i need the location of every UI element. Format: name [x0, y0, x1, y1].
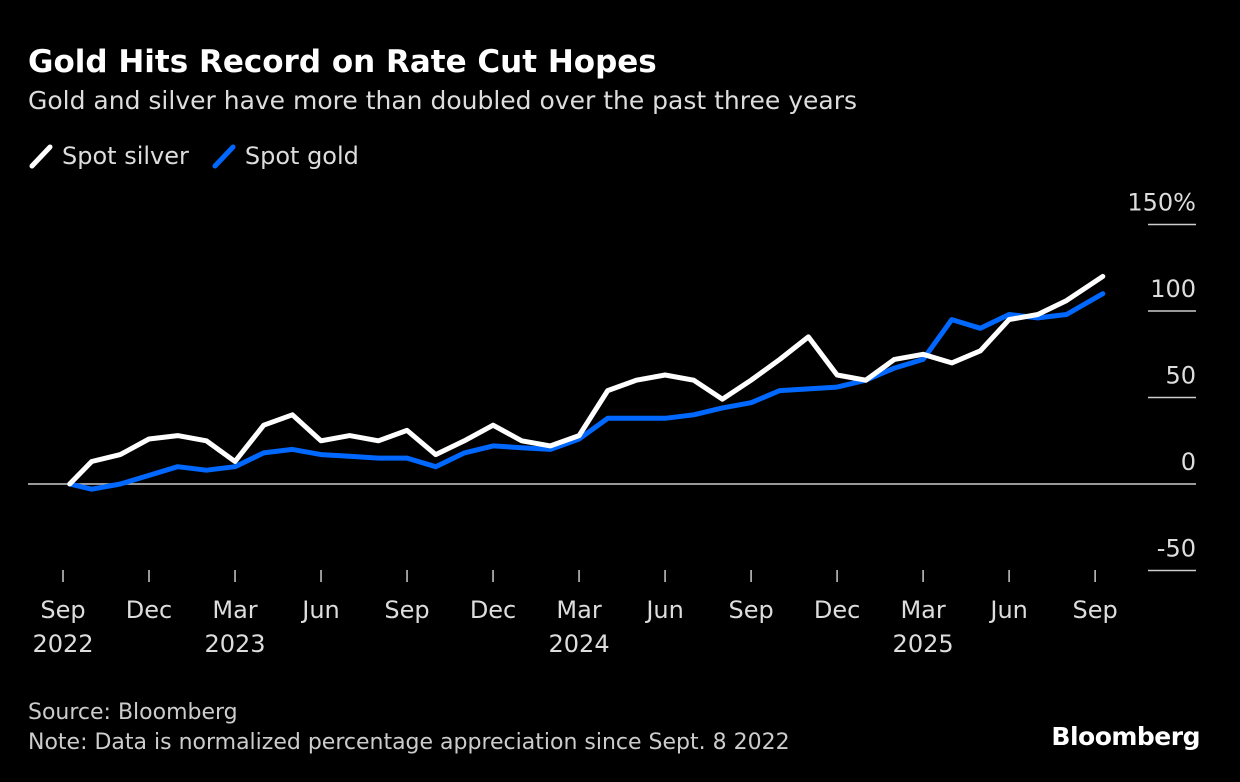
y-tick-label: 0 — [1181, 448, 1196, 476]
x-tick-year-label: 2023 — [204, 630, 265, 658]
x-tick-label: Sep — [40, 596, 85, 624]
x-tick-label: Mar — [900, 596, 945, 624]
y-tick-label: 150% — [1127, 189, 1196, 217]
x-tick-label: Jun — [644, 596, 684, 624]
x-tick-label: Sep — [384, 596, 429, 624]
y-tick-label: 50 — [1165, 362, 1196, 390]
x-tick-label: Sep — [1073, 596, 1118, 624]
x-tick-year-label: 2025 — [893, 630, 954, 658]
line-chart: 150% 100 50 0 -50 Sep 2022 Dec Mar 2023 Jun Sep Dec M… — [28, 189, 1196, 658]
bloomberg-logo: Bloomberg — [1051, 722, 1200, 751]
x-tick-label: Dec — [470, 596, 516, 624]
series-line-gold — [67, 291, 1106, 492]
x-tick-label: Dec — [814, 596, 860, 624]
x-tick-year-label: 2022 — [32, 630, 93, 658]
x-tick-year-label: 2024 — [549, 630, 610, 658]
legend: Spot silver Spot gold — [28, 142, 359, 170]
legend-label-gold: Spot gold — [244, 142, 359, 170]
x-tick-label: Sep — [728, 596, 773, 624]
series-line-silver — [67, 273, 1106, 487]
x-tick-label: Jun — [300, 596, 340, 624]
source-note: Source: Bloomberg — [28, 700, 238, 725]
x-tick-label: Dec — [126, 596, 172, 624]
chart-subtitle: Gold and silver have more than doubled o… — [28, 86, 858, 115]
x-tick-label: Mar — [556, 596, 601, 624]
y-tick-label: -50 — [1157, 535, 1196, 563]
legend-swatch-gold — [212, 144, 236, 169]
x-tick-label: Mar — [212, 596, 257, 624]
legend-swatch-silver — [29, 144, 53, 169]
legend-item-silver: Spot silver — [28, 142, 189, 170]
y-tick-label: 100 — [1150, 275, 1196, 303]
x-tick-label: Jun — [988, 596, 1028, 624]
legend-label-silver: Spot silver — [62, 142, 189, 170]
legend-item-gold: Spot gold — [211, 142, 359, 170]
data-note: Note: Data is normalized percentage appr… — [28, 730, 790, 755]
chart-title: Gold Hits Record on Rate Cut Hopes — [28, 44, 657, 80]
